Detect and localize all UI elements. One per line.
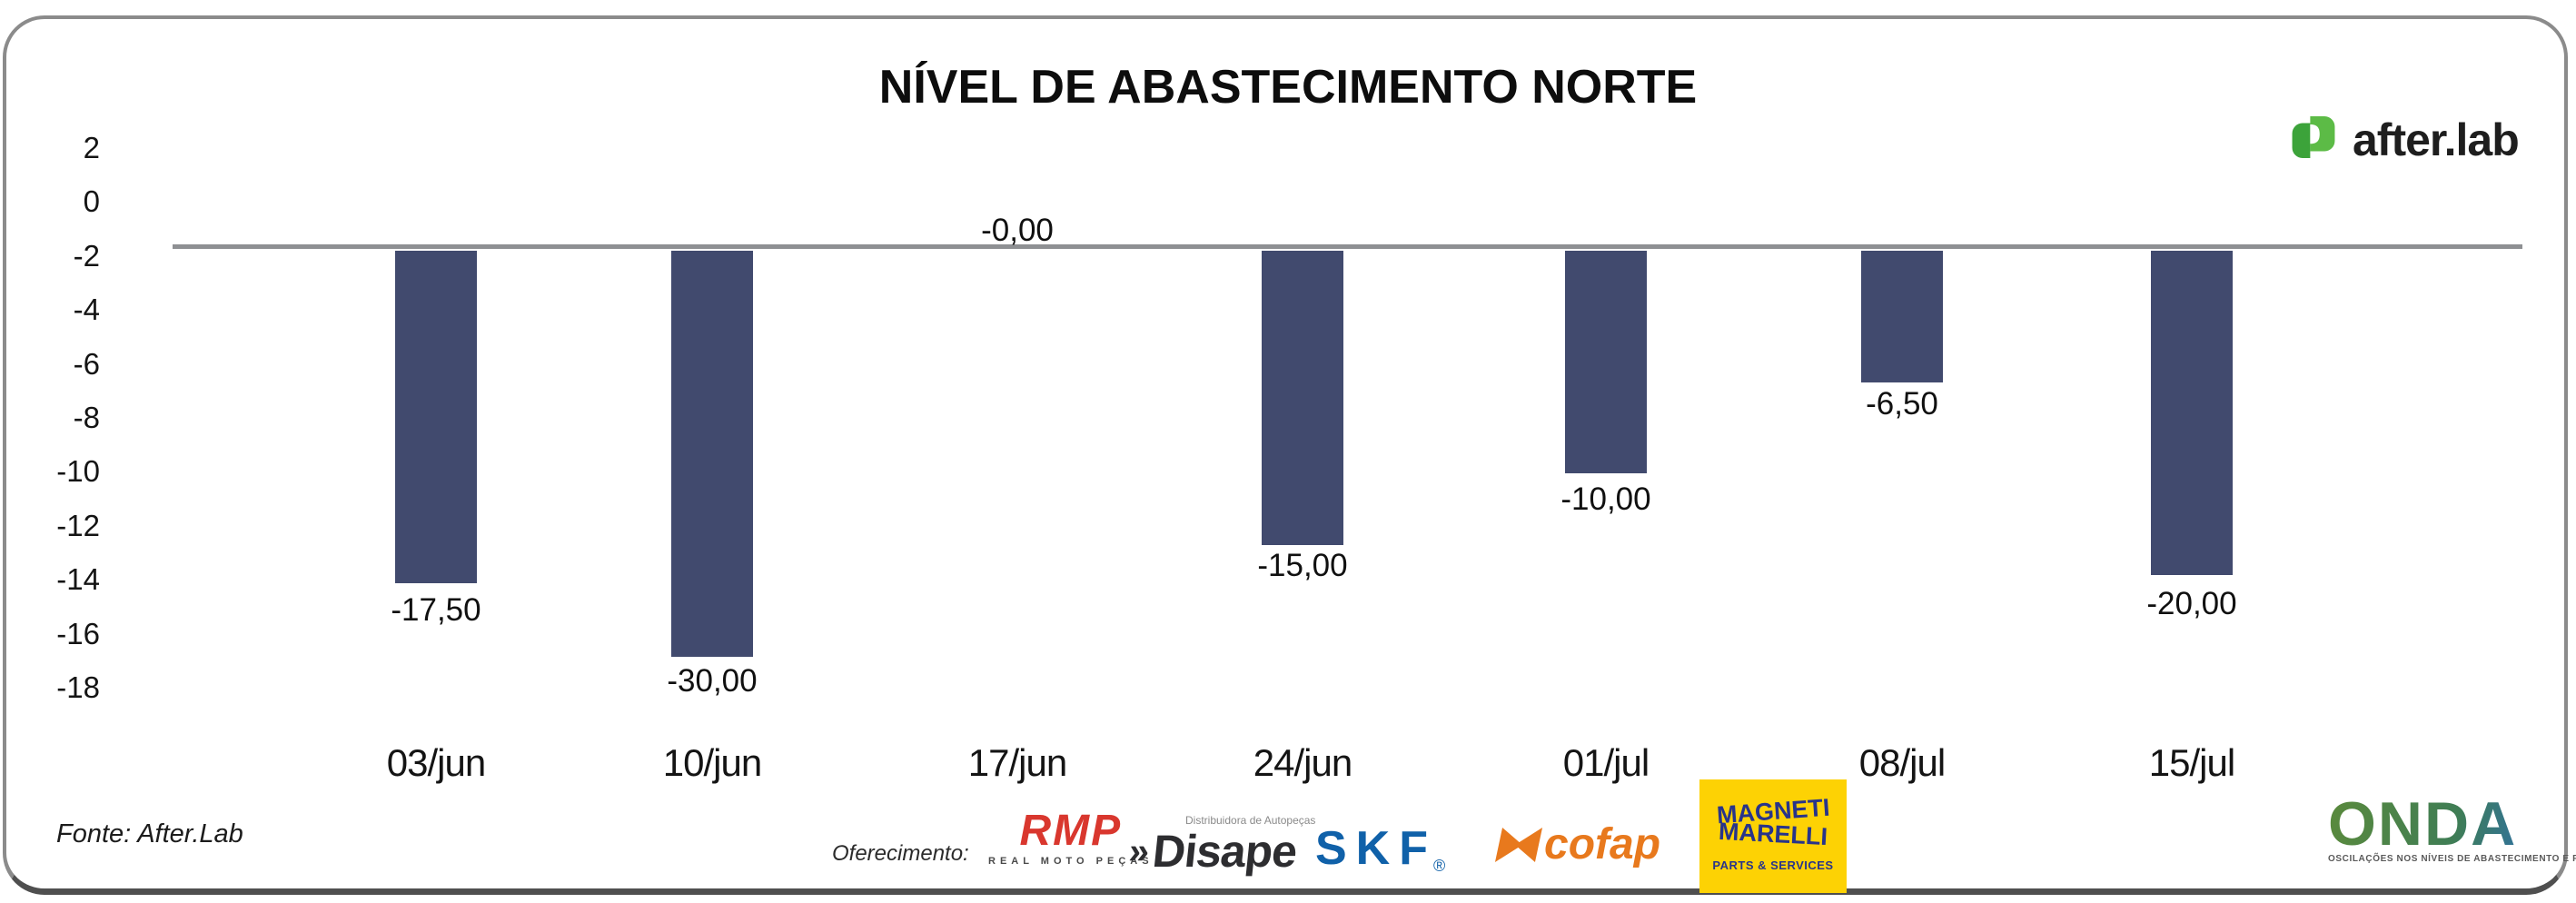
disape-tagline: Distribuidora de Autopeças [1185, 814, 1316, 827]
sponsor-logo-rmp: RMP REAL MOTO PEÇAS [988, 807, 1154, 868]
bar-01/jul [1565, 251, 1647, 473]
x-axis-label: 24/jun [1253, 741, 1352, 784]
bar-value-label: -0,00 [981, 213, 1054, 248]
bar-value-label: -10,00 [1560, 481, 1651, 517]
afterlab-wordmark: after.lab [2353, 114, 2520, 165]
source-note: Fonte: After.Lab [56, 819, 243, 848]
y-tick-label: 0 [83, 184, 100, 218]
skf-wordmark: SKF [1315, 822, 1437, 875]
x-axis-label: 17/jun [967, 741, 1067, 784]
sponsor-logo-disape: Distribuidora de Autopeças » Disape [1126, 812, 1316, 878]
x-axis-label: 01/jul [1562, 741, 1650, 784]
bar-08/jul [1861, 251, 1943, 382]
y-tick-label: -4 [73, 293, 100, 326]
sponsor-logo-cofap: cofap [1494, 819, 1661, 869]
y-tick-label: -14 [56, 562, 100, 596]
bar-value-label: -15,00 [1257, 548, 1348, 583]
y-tick-label: -2 [73, 239, 100, 273]
bar-value-label: -6,50 [1866, 386, 1938, 422]
rmp-tagline: REAL MOTO PEÇAS [988, 856, 1154, 867]
x-axis-label: 15/jul [2148, 741, 2235, 784]
bar-10/jun [671, 251, 753, 657]
y-tick-label: -16 [56, 617, 100, 650]
bar-03/jun [395, 251, 477, 583]
y-tick-label: -6 [73, 347, 100, 381]
magneti-wordmark-line2: MARELLI [1718, 817, 1828, 851]
onda-tagline: OSCILAÇÕES NOS NÍVEIS DE ABASTECIMENTO E… [2328, 854, 2576, 864]
afterlab-leaf-icon [2287, 111, 2340, 168]
onda-wordmark: ONDA [2328, 793, 2576, 855]
oferecimento-label: Oferecimento: [832, 841, 969, 866]
rmp-wordmark: RMP [1019, 807, 1123, 855]
x-axis-label: 03/jun [386, 741, 486, 784]
bar-value-label: -30,00 [667, 663, 758, 699]
sponsor-logo-onda: ONDA OSCILAÇÕES NOS NÍVEIS DE ABASTECIME… [2328, 793, 2576, 864]
x-axis-label: 10/jun [662, 741, 762, 784]
disape-wordmark: Disape [1150, 826, 1300, 877]
y-tick-label: -12 [56, 509, 100, 542]
y-tick-label: -10 [56, 454, 100, 488]
y-tick-label: -18 [56, 670, 100, 704]
chart-title: NÍVEL DE ABASTECIMENTO NORTE [878, 61, 1698, 114]
sponsor-logo-skf: SKF ® [1315, 821, 1445, 876]
y-tick-label: 2 [83, 131, 100, 164]
skf-registered-mark: ® [1433, 857, 1446, 875]
y-tick-label: -8 [73, 401, 100, 434]
magneti-parts-services: PARTS & SERVICES [1712, 858, 1834, 872]
x-axis-label: 08/jul [1858, 741, 1946, 784]
cofap-wordmark: cofap [1544, 820, 1661, 868]
bar-value-label: -17,50 [391, 592, 481, 628]
disape-chevrons-icon: » [1126, 830, 1152, 871]
cofap-arrow-icon [1494, 827, 1543, 862]
sponsor-logo-magneti-marelli: MAGNETI MARELLI PARTS & SERVICES [1699, 779, 1847, 893]
bar-15/jul [2151, 251, 2233, 575]
bar-value-label: -20,00 [2146, 586, 2237, 621]
zero-baseline [173, 244, 2522, 249]
bar-24/jun [1262, 251, 1343, 545]
afterlab-logo: after.lab [2287, 111, 2520, 168]
